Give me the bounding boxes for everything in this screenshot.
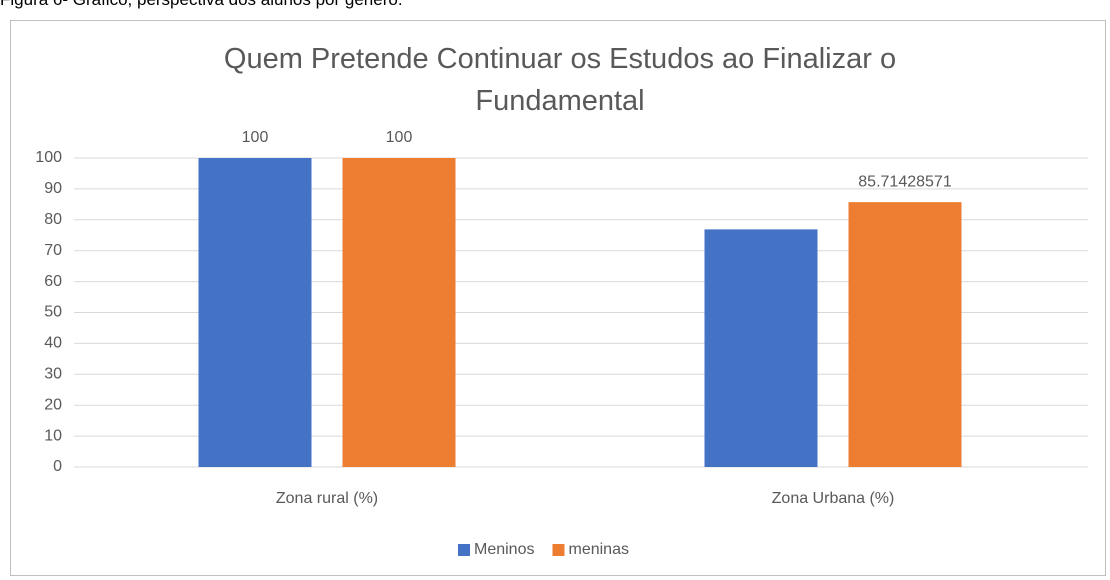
y-tick-label: 30 — [44, 366, 62, 383]
y-tick-label: 60 — [44, 273, 62, 290]
legend-label: Meninos — [474, 541, 534, 558]
x-tick-label: Zona Urbana (%) — [772, 490, 895, 507]
data-label: 85.71428571 — [858, 173, 952, 190]
y-tick-label: 70 — [44, 242, 62, 259]
y-tick-label: 20 — [44, 396, 62, 413]
legend-swatch — [458, 544, 470, 556]
legend-label: meninas — [568, 541, 628, 558]
bar — [848, 202, 962, 467]
bar — [198, 158, 312, 467]
y-tick-label: 50 — [44, 304, 62, 321]
x-tick-label: Zona rural (%) — [276, 490, 378, 507]
data-label: 100 — [242, 129, 269, 146]
y-tick-label: 10 — [44, 427, 62, 444]
chart-title: Quem Pretende Continuar os Estudos ao Fi… — [223, 43, 897, 117]
y-tick-label: 80 — [44, 211, 62, 228]
y-tick-label: 90 — [44, 180, 62, 197]
y-tick-label: 40 — [44, 335, 62, 352]
bar — [342, 158, 456, 467]
bar — [704, 229, 818, 467]
chart-frame — [10, 20, 1106, 576]
legend-swatch — [552, 544, 565, 556]
data-label: 100 — [386, 129, 413, 146]
y-tick-label: 100 — [35, 149, 62, 166]
figure-caption: Figura 6- Gráfico, perspectiva dos aluno… — [0, 0, 403, 10]
y-tick-label: 0 — [53, 458, 62, 475]
